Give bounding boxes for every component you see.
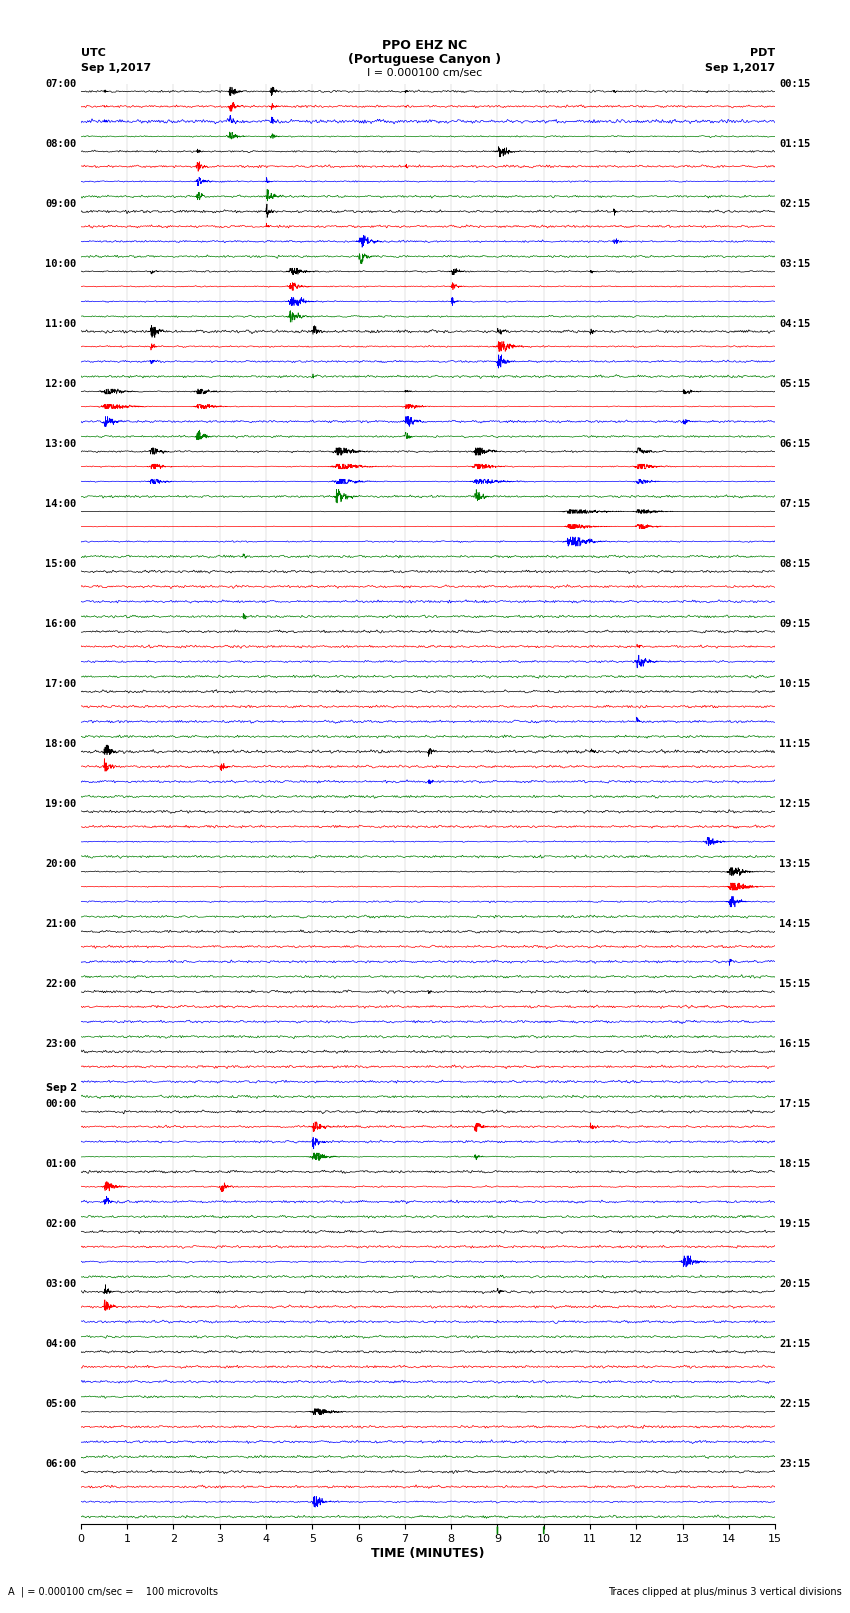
Text: 19:15: 19:15 bbox=[779, 1219, 811, 1229]
Text: 10:00: 10:00 bbox=[45, 260, 76, 269]
Text: 18:00: 18:00 bbox=[45, 739, 76, 748]
Text: 09:00: 09:00 bbox=[45, 198, 76, 210]
Text: 03:15: 03:15 bbox=[779, 260, 811, 269]
Text: 06:15: 06:15 bbox=[779, 439, 811, 448]
Text: 05:15: 05:15 bbox=[779, 379, 811, 389]
Text: 18:15: 18:15 bbox=[779, 1160, 811, 1169]
Text: 17:15: 17:15 bbox=[779, 1098, 811, 1110]
Text: 06:00: 06:00 bbox=[45, 1460, 76, 1469]
Text: 00:00: 00:00 bbox=[45, 1098, 76, 1110]
Text: 13:15: 13:15 bbox=[779, 860, 811, 869]
Text: Sep 1,2017: Sep 1,2017 bbox=[706, 63, 775, 73]
Text: 12:00: 12:00 bbox=[45, 379, 76, 389]
Text: 15:00: 15:00 bbox=[45, 560, 76, 569]
Text: 20:00: 20:00 bbox=[45, 860, 76, 869]
Text: 09:15: 09:15 bbox=[779, 619, 811, 629]
Text: 01:15: 01:15 bbox=[779, 139, 811, 148]
Text: PPO EHZ NC: PPO EHZ NC bbox=[382, 39, 468, 52]
Text: 11:00: 11:00 bbox=[45, 319, 76, 329]
Text: 08:00: 08:00 bbox=[45, 139, 76, 148]
Text: 04:15: 04:15 bbox=[779, 319, 811, 329]
Text: 01:00: 01:00 bbox=[45, 1160, 76, 1169]
Text: 23:00: 23:00 bbox=[45, 1039, 76, 1048]
X-axis label: TIME (MINUTES): TIME (MINUTES) bbox=[371, 1547, 484, 1560]
Text: 03:00: 03:00 bbox=[45, 1279, 76, 1289]
Text: Sep 2: Sep 2 bbox=[46, 1082, 76, 1094]
Text: 22:15: 22:15 bbox=[779, 1398, 811, 1410]
Text: 13:00: 13:00 bbox=[45, 439, 76, 448]
Text: 07:00: 07:00 bbox=[45, 79, 76, 89]
Text: 22:00: 22:00 bbox=[45, 979, 76, 989]
Text: I = 0.000100 cm/sec: I = 0.000100 cm/sec bbox=[367, 68, 483, 77]
Text: 05:00: 05:00 bbox=[45, 1398, 76, 1410]
Text: 16:15: 16:15 bbox=[779, 1039, 811, 1048]
Text: 12:15: 12:15 bbox=[779, 798, 811, 810]
Text: 00:15: 00:15 bbox=[779, 79, 811, 89]
Text: 08:15: 08:15 bbox=[779, 560, 811, 569]
Text: 15:15: 15:15 bbox=[779, 979, 811, 989]
Text: 07:15: 07:15 bbox=[779, 498, 811, 510]
Text: 23:15: 23:15 bbox=[779, 1460, 811, 1469]
Text: 21:15: 21:15 bbox=[779, 1339, 811, 1348]
Text: 02:00: 02:00 bbox=[45, 1219, 76, 1229]
Text: Traces clipped at plus/minus 3 vertical divisions: Traces clipped at plus/minus 3 vertical … bbox=[608, 1587, 842, 1597]
Text: 16:00: 16:00 bbox=[45, 619, 76, 629]
Text: 14:15: 14:15 bbox=[779, 919, 811, 929]
Text: PDT: PDT bbox=[750, 48, 775, 58]
Text: 17:00: 17:00 bbox=[45, 679, 76, 689]
Text: 11:15: 11:15 bbox=[779, 739, 811, 748]
Text: 21:00: 21:00 bbox=[45, 919, 76, 929]
Text: 04:00: 04:00 bbox=[45, 1339, 76, 1348]
Text: UTC: UTC bbox=[81, 48, 105, 58]
Text: 20:15: 20:15 bbox=[779, 1279, 811, 1289]
Text: A  | = 0.000100 cm/sec =    100 microvolts: A | = 0.000100 cm/sec = 100 microvolts bbox=[8, 1586, 218, 1597]
Text: 10:15: 10:15 bbox=[779, 679, 811, 689]
Text: 19:00: 19:00 bbox=[45, 798, 76, 810]
Text: 14:00: 14:00 bbox=[45, 498, 76, 510]
Text: Sep 1,2017: Sep 1,2017 bbox=[81, 63, 151, 73]
Text: 02:15: 02:15 bbox=[779, 198, 811, 210]
Text: (Portuguese Canyon ): (Portuguese Canyon ) bbox=[348, 53, 502, 66]
